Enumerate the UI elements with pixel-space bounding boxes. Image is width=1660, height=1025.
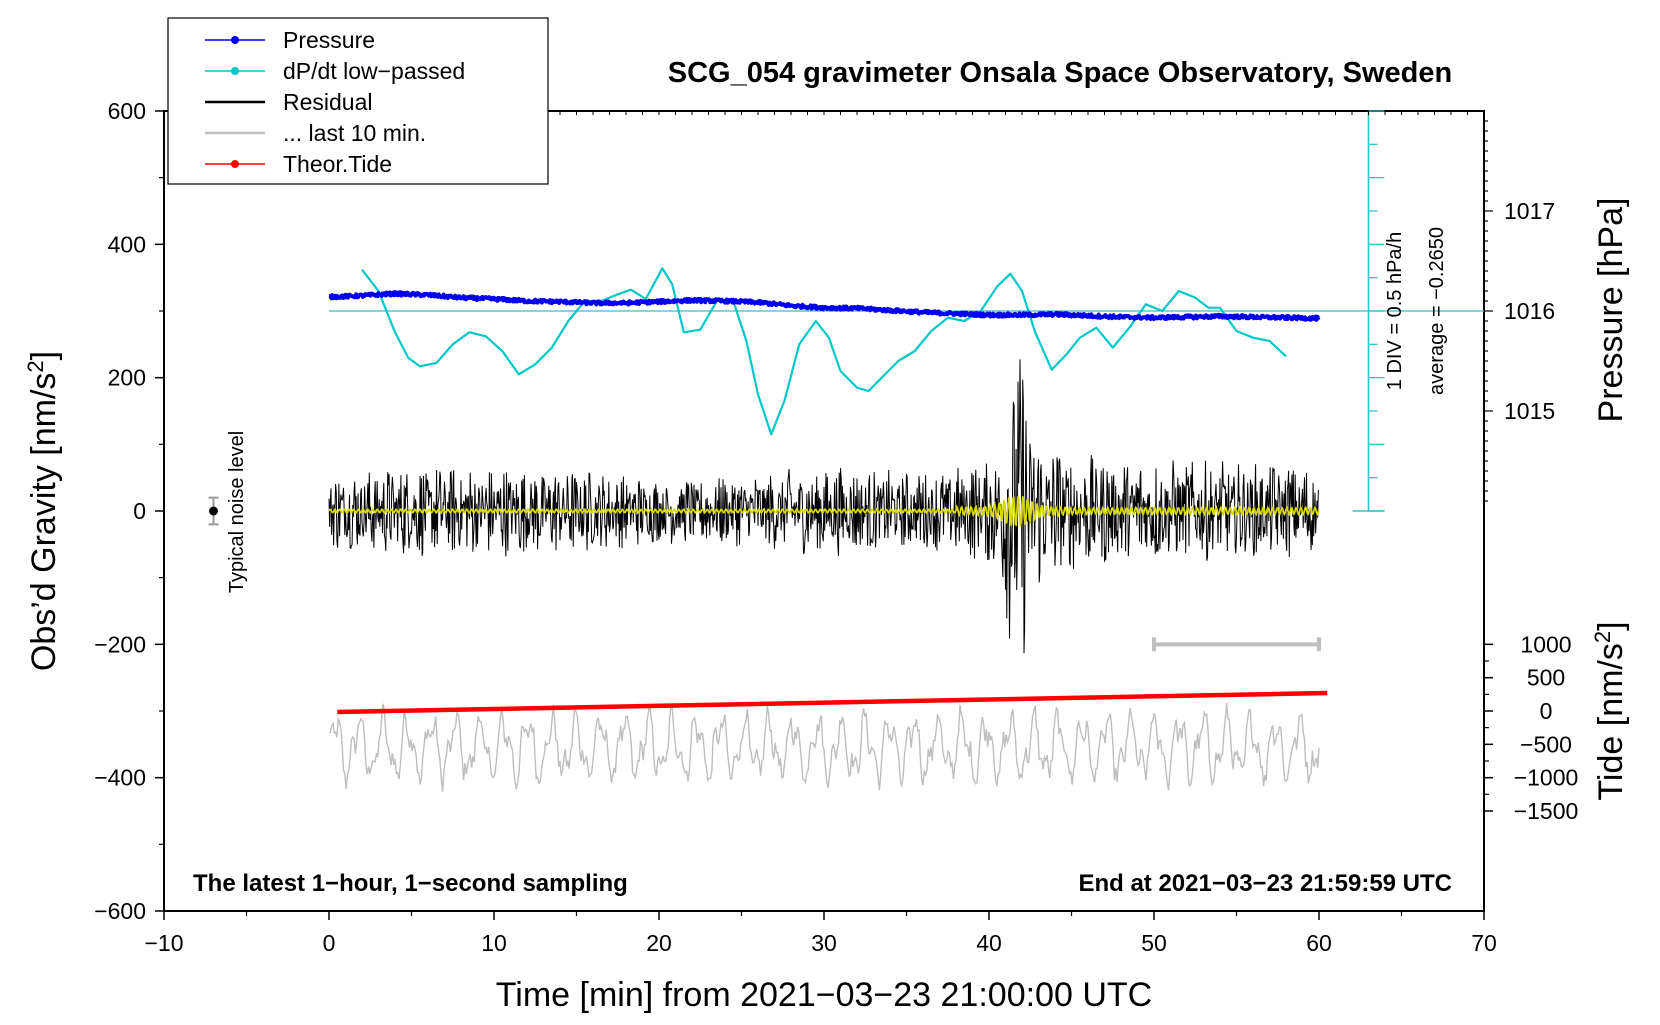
x-tick-label: 70 — [1471, 930, 1497, 956]
y-axis-label-left-text: Obs’d Gravity [nm/s — [25, 373, 63, 672]
x-tick-label: 50 — [1141, 930, 1167, 956]
last-10-min-line — [328, 703, 1320, 792]
dpdt-average-label: average = −0.2650 — [1426, 227, 1448, 395]
y-axis-label-pressure: Pressure [hPa] — [1592, 198, 1630, 423]
legend-label: dP/dt low−passed — [283, 58, 465, 84]
residual-line — [328, 359, 1320, 654]
y-axis-label-tide-sup: 2 — [1590, 631, 1615, 643]
noise-level-label: Typical noise level — [226, 431, 248, 593]
chart-title: SCG_054 gravimeter Onsala Space Observat… — [668, 57, 1452, 89]
legend-swatch-marker — [231, 160, 239, 168]
noise-marker-point — [209, 506, 218, 516]
tide-tick-label: −1500 — [1514, 798, 1579, 824]
footer-left-text: The latest 1−hour, 1−second sampling — [193, 870, 628, 897]
tide-tick-label: 1000 — [1520, 631, 1571, 657]
tide-line — [337, 690, 1328, 715]
x-tick-label: 0 — [323, 930, 336, 956]
y-tick-label: 600 — [108, 98, 146, 124]
dpdt-line — [361, 267, 1287, 436]
tick-layer: −10 0 10 20 30 40 50 60 70 600 400 200 0 −200 −400 −600… — [94, 98, 1578, 956]
legend-swatch-marker — [231, 36, 239, 44]
legend-label: Residual — [283, 89, 373, 115]
pressure-tick-label: 1016 — [1504, 298, 1555, 324]
filtered-residual-line — [328, 496, 1320, 527]
tide-tick-label: −1000 — [1514, 765, 1579, 791]
legend-label: ... last 10 min. — [283, 120, 426, 146]
y-tick-label: 200 — [108, 365, 146, 391]
tide-tick-label: 0 — [1540, 698, 1553, 724]
y-tick-label: −200 — [94, 631, 146, 657]
pressure-tick-label: 1015 — [1504, 398, 1555, 424]
dpdt-div-label: 1 DIV = 0.5 hPa/h — [1384, 232, 1406, 390]
footer-right-text: End at 2021−03−23 21:59:59 UTC — [1078, 870, 1452, 897]
pressure-tick-label: 1017 — [1504, 198, 1555, 224]
legend: Pressure dP/dt low−passed Residual ... last… — [167, 17, 549, 185]
y-tick-label: 400 — [108, 231, 146, 257]
tide-tick-label: −500 — [1520, 731, 1572, 757]
legend-items: Pressure dP/dt low−passed Residual ... last… — [205, 27, 465, 177]
y-axis-label-tide-text: Tide [nm/s — [1592, 643, 1630, 800]
y-axis-label-left-close: ] — [25, 351, 63, 360]
y-tick-label: 0 — [133, 498, 146, 524]
x-tick-label: 20 — [646, 930, 672, 956]
legend-label: Theor.Tide — [283, 151, 392, 177]
y-axis-label-left: Obs’d Gravity [nm/s2] — [23, 351, 64, 671]
series-layer — [208, 110, 1484, 792]
pressure-line — [327, 290, 1321, 322]
x-tick-label: 40 — [976, 930, 1002, 956]
legend-swatch-marker — [231, 67, 239, 75]
y-tick-label: −600 — [94, 898, 146, 924]
tide-tick-label: 500 — [1527, 665, 1565, 691]
x-tick-label: 10 — [481, 930, 507, 956]
y-axis-label-tide-close: ] — [1592, 621, 1630, 630]
x-tick-label: 60 — [1306, 930, 1332, 956]
y-tick-label: −400 — [94, 765, 146, 791]
x-tick-label: 30 — [811, 930, 837, 956]
x-axis-label: Time [min] from 2021−03−23 21:00:00 UTC — [496, 976, 1152, 1014]
y-axis-label-left-sup: 2 — [23, 360, 48, 372]
y-axis-label-tide: Tide [nm/s2] — [1590, 621, 1631, 800]
legend-label: Pressure — [283, 27, 375, 53]
x-tick-label: −10 — [144, 930, 183, 956]
